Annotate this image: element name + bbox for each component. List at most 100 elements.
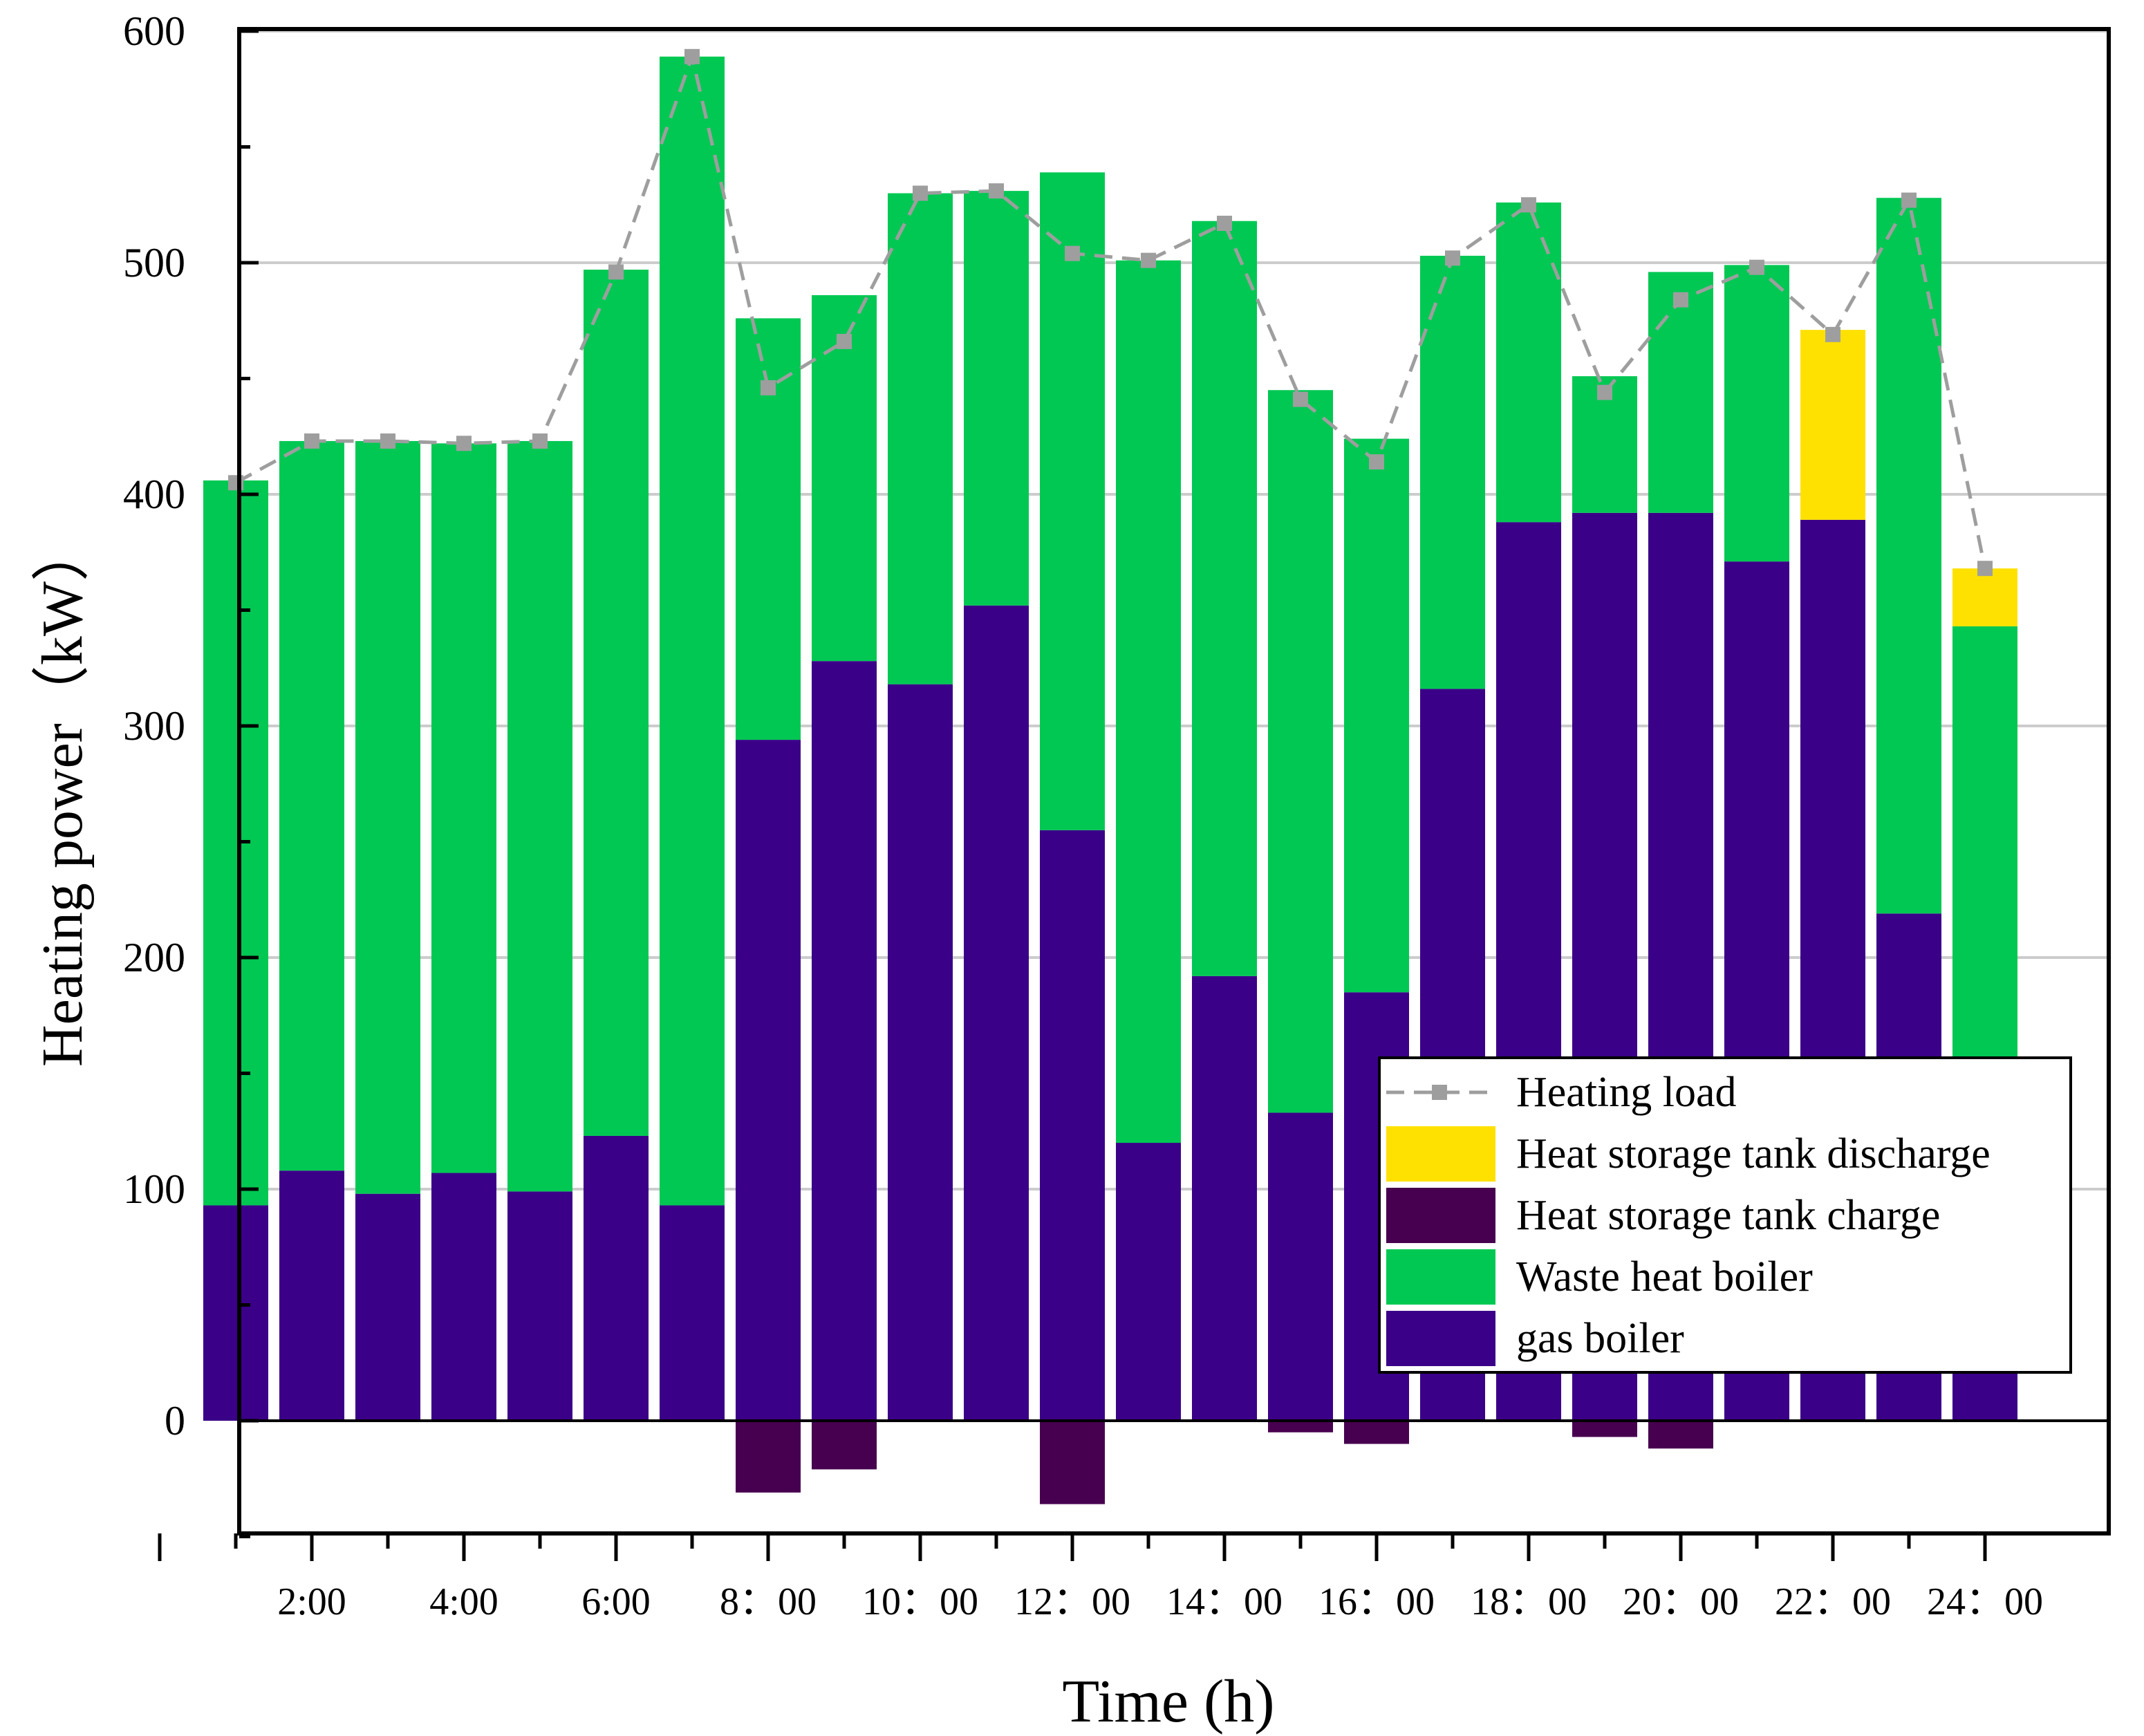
bar-waste-heat-boiler: [431, 443, 496, 1173]
bar-gas-boiler: [1268, 1112, 1333, 1421]
bar-waste-heat-boiler: [279, 440, 344, 1171]
x-tick-label: 8：00: [720, 1580, 817, 1623]
bar-heat-storage-charge: [736, 1421, 801, 1493]
heating-load-point: [1369, 454, 1384, 470]
x-tick-label: 22：00: [1775, 1580, 1891, 1623]
bar-waste-heat-boiler: [1724, 265, 1789, 562]
heating-load-point: [608, 264, 624, 280]
bar-waste-heat-boiler: [507, 440, 572, 1192]
bar-waste-heat-boiler: [660, 56, 725, 1206]
heating-load-point: [1597, 384, 1612, 400]
bar-gas-boiler: [812, 661, 877, 1421]
y-tick-label: 600: [123, 8, 185, 54]
x-tick-label: 16：00: [1318, 1580, 1435, 1623]
bar-gas-boiler: [736, 740, 801, 1421]
heating-load-point: [1445, 250, 1460, 266]
heating-load-point: [1141, 252, 1156, 268]
legend-label: Waste heat boiler: [1516, 1253, 1813, 1300]
bar-waste-heat-boiler: [1116, 260, 1181, 1143]
heating-load-point: [1673, 292, 1688, 308]
legend-label: Heat storage tank charge: [1516, 1192, 1940, 1239]
legend-layer: Heating load Heat storage tank discharge H…: [1378, 1056, 2072, 1374]
bar-waste-heat-boiler: [1648, 272, 1713, 513]
y-tick-label: 300: [123, 703, 185, 749]
x-tick-label: 24：00: [1927, 1580, 2043, 1623]
heating-load-point: [1825, 326, 1840, 342]
bars-layer: [203, 56, 2017, 1504]
bar-heat-storage-charge: [1648, 1421, 1713, 1449]
bar-gas-boiler: [431, 1173, 496, 1421]
legend-swatch: [1386, 1249, 1495, 1305]
bar-gas-boiler: [964, 605, 1029, 1421]
bar-waste-heat-boiler: [1876, 198, 1941, 914]
legend-label: gas boiler: [1516, 1315, 1684, 1362]
bar-waste-heat-boiler: [584, 270, 649, 1136]
bar-gas-boiler: [203, 1205, 268, 1421]
bar-gas-boiler: [888, 684, 953, 1421]
bar-waste-heat-boiler: [1040, 172, 1105, 830]
bar-heat-storage-charge: [1572, 1421, 1637, 1437]
x-tick-label: 12：00: [1014, 1580, 1130, 1623]
heating-load-point: [1293, 391, 1308, 407]
bar-waste-heat-boiler: [812, 295, 877, 662]
legend-swatch: [1386, 1126, 1495, 1182]
bar-waste-heat-boiler: [1496, 202, 1561, 523]
bar-gas-boiler: [584, 1135, 649, 1421]
bar-waste-heat-boiler: [203, 480, 268, 1206]
bar-gas-boiler: [507, 1191, 572, 1421]
heating-load-point: [1217, 216, 1232, 232]
y-axis-title: Heating power（kW）: [30, 523, 95, 1067]
heating-load-point: [380, 433, 395, 449]
y-tick-label: 200: [123, 935, 185, 980]
x-axis-title: Time (h): [1062, 1668, 1274, 1735]
plot-frame: [237, 27, 2111, 1536]
legend-marker-heating-load: [1432, 1085, 1447, 1100]
bar-gas-boiler: [279, 1170, 344, 1421]
bar-waste-heat-boiler: [1268, 390, 1333, 1113]
x-tick-label: 14：00: [1166, 1580, 1283, 1623]
heating-load-point: [913, 185, 928, 201]
x-tick-label: 6:00: [581, 1580, 651, 1623]
y-tick-label: 500: [123, 240, 185, 286]
heating-load-point: [989, 183, 1004, 199]
bar-gas-boiler: [355, 1193, 420, 1421]
bar-waste-heat-boiler: [1192, 221, 1257, 976]
bar-waste-heat-boiler: [888, 193, 953, 684]
heating-load-point: [684, 48, 700, 64]
bar-heat-storage-discharge: [1952, 568, 2017, 626]
heating-load-point: [1065, 245, 1080, 261]
bar-waste-heat-boiler: [964, 191, 1029, 606]
x-tick-label: 20：00: [1623, 1580, 1739, 1623]
bar-heat-storage-charge: [812, 1421, 877, 1470]
x-tick-label: 10：00: [862, 1580, 978, 1623]
heating-load-point: [532, 433, 548, 449]
y-tick-label: 400: [123, 472, 185, 517]
heating-load-point: [304, 433, 319, 449]
x-tick-label: 4:00: [429, 1580, 498, 1623]
axes-layer: 0 100 200 300 400 500 600 2:00 4:00 6:00 8：00 10：00…: [30, 8, 2111, 1735]
heating-load-point: [1977, 561, 1993, 577]
heating-load-point: [1521, 197, 1536, 213]
legend-label: Heat storage tank discharge: [1516, 1130, 1991, 1177]
heating-load-point: [456, 436, 472, 451]
y-tick-label: 0: [165, 1398, 185, 1444]
bar-waste-heat-boiler: [1344, 438, 1409, 993]
bar-gas-boiler: [1192, 976, 1257, 1421]
x-tick-label: 18：00: [1471, 1580, 1587, 1623]
line-layer: [228, 48, 1993, 577]
heating-load-point: [1749, 259, 1764, 275]
bar-gas-boiler: [660, 1205, 725, 1421]
heating-load-point: [1901, 192, 1917, 208]
bar-waste-heat-boiler: [1952, 626, 2017, 1141]
bar-heat-storage-charge: [1268, 1421, 1333, 1432]
bar-gas-boiler: [1116, 1143, 1181, 1421]
legend-swatch: [1386, 1311, 1495, 1366]
y-tick-label: 100: [123, 1166, 185, 1212]
legend-swatch: [1386, 1188, 1495, 1243]
x-tick-label: 2:00: [277, 1580, 346, 1623]
bar-heat-storage-charge: [1344, 1421, 1409, 1444]
bar-gas-boiler: [1040, 830, 1105, 1421]
bar-waste-heat-boiler: [355, 440, 420, 1194]
